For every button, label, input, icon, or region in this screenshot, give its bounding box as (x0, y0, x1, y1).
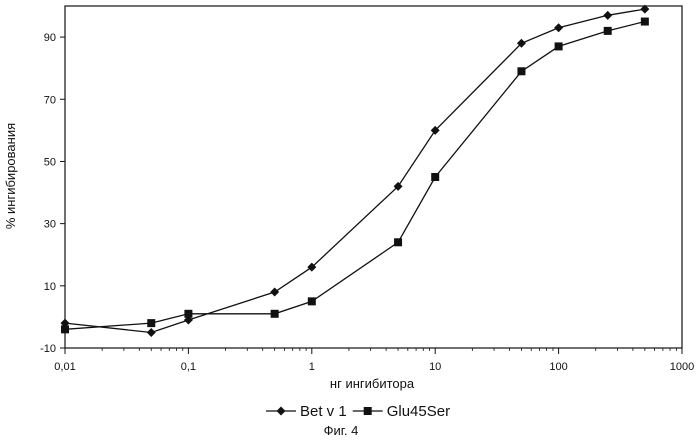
data-point (641, 18, 649, 26)
x-tick-label: 0,1 (181, 361, 196, 373)
y-tick-label: 50 (44, 156, 56, 168)
figure-caption: Фиг. 4 (324, 423, 359, 438)
data-point (308, 297, 316, 305)
data-point (147, 328, 156, 337)
data-point (431, 173, 439, 181)
x-tick-label: 0,01 (54, 361, 75, 373)
data-point (61, 325, 69, 333)
y-axis-ticks: -10 10 30 50 70 90 (40, 32, 65, 355)
data-point (604, 27, 612, 35)
y-tick-label: 30 (44, 219, 56, 231)
series-line (65, 9, 645, 332)
y-tick-label: 90 (44, 32, 56, 44)
legend: Bet v 1 Glu45Ser (266, 403, 450, 420)
plot-frame (65, 6, 682, 348)
series-glu45ser (61, 18, 649, 334)
data-point (394, 238, 402, 246)
data-point (270, 288, 279, 297)
legend-label: Bet v 1 (300, 403, 347, 420)
x-tick-label: 10 (429, 361, 441, 373)
y-tick-label: 10 (44, 281, 56, 293)
series-layer (61, 5, 650, 337)
legend-item: Glu45Ser (353, 403, 450, 420)
x-tick-label: 1000 (670, 361, 694, 373)
data-point (271, 310, 279, 318)
x-tick-label: 100 (549, 361, 567, 373)
y-tick-label: -10 (40, 343, 56, 355)
legend-label: Glu45Ser (387, 403, 450, 420)
data-point (184, 310, 192, 318)
legend-marker (364, 407, 372, 415)
series-bet-v-1 (61, 5, 650, 337)
data-point (147, 319, 155, 327)
y-tick-label: 70 (44, 94, 56, 106)
series-line (65, 22, 645, 330)
x-axis-ticks: 0,01 0,1 1 10 100 1000 (54, 348, 694, 373)
data-point (603, 11, 612, 20)
x-tick-label: 1 (309, 361, 315, 373)
data-point (554, 23, 563, 32)
plot-border (65, 6, 682, 348)
data-point (517, 67, 525, 75)
y-axis-title: % ингибирования (3, 123, 18, 229)
x-axis-title: нг ингибитора (330, 376, 415, 391)
legend-item: Bet v 1 (266, 403, 347, 420)
data-point (555, 42, 563, 50)
legend-marker (277, 407, 286, 416)
